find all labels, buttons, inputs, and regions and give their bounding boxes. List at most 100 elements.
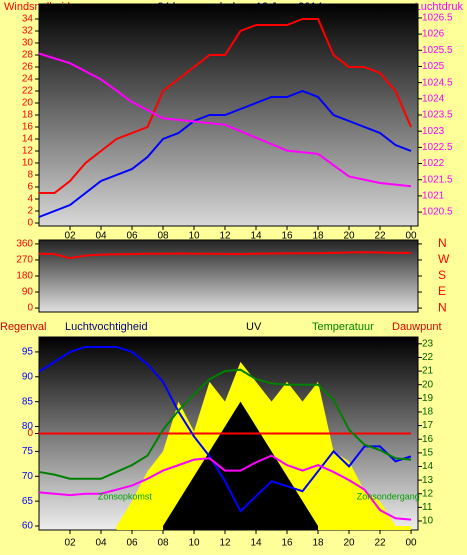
legend-label: Regenval — [0, 321, 46, 333]
y-tick-label: 75 — [22, 446, 34, 457]
y-tick-label: 10 — [22, 158, 34, 169]
x-tick-label: 00 — [405, 538, 417, 549]
y2-tick-label: 1021 — [422, 191, 445, 202]
y-tick-label: 14 — [22, 134, 34, 145]
x-tick-label: 14 — [250, 538, 262, 549]
x-tick-label: 12 — [219, 538, 231, 549]
y-tick-label: 20 — [22, 98, 34, 109]
y-tick-label: 85 — [22, 396, 34, 407]
annotation: Zonsondergang — [357, 491, 420, 501]
y-tick-label: 28 — [22, 50, 34, 61]
y2-tick-label: E — [438, 284, 446, 298]
y2-tick-label: 1024.5 — [422, 77, 453, 88]
line — [38, 52, 412, 188]
area — [163, 401, 319, 530]
x-tick-label: 04 — [95, 231, 107, 242]
plot-area — [38, 239, 419, 313]
x-tick-label: 10 — [188, 538, 200, 549]
y-tick-label: 95 — [22, 347, 34, 358]
line — [38, 251, 412, 260]
y2-tick-label: 1026 — [422, 29, 445, 40]
plot-area — [38, 3, 419, 227]
x-tick-label: 06 — [126, 231, 138, 242]
y2-tick-label: 1021.5 — [422, 174, 453, 185]
x-tick-label: 12 — [219, 231, 231, 242]
legend-label: UV — [246, 321, 262, 333]
y-tick-label: 26 — [22, 62, 34, 73]
y2-tick-label: 22 — [422, 352, 434, 363]
y-tick-label: 24 — [22, 74, 34, 85]
y-tick-label: 360 — [16, 239, 33, 250]
y-tick-label: 16 — [22, 122, 34, 133]
y-tick-label: 90 — [22, 287, 34, 298]
y2-tick-label: 14 — [422, 461, 434, 472]
legend-label: Luchtvochtigheid — [65, 321, 148, 333]
y2-tick-label: 1022.5 — [422, 142, 453, 153]
y-tick-label: 2 — [27, 206, 33, 217]
y-tick-label: 0 — [27, 428, 33, 439]
y-tick-label: 0 — [27, 303, 33, 314]
legend-label: Dauwpunt — [392, 321, 442, 333]
x-tick-label: 16 — [281, 538, 293, 549]
y2-tick-label: 1023 — [422, 126, 445, 137]
y-tick-label: 30 — [22, 38, 34, 49]
y-tick-label: 4 — [27, 194, 33, 205]
y2-tick-label: N — [438, 236, 447, 250]
x-tick-label: 10 — [188, 231, 200, 242]
line — [39, 18, 412, 194]
x-tick-label: 22 — [374, 538, 386, 549]
x-tick-label: 02 — [64, 231, 76, 242]
legend-label: Temperatuur — [312, 321, 374, 333]
x-tick-label: 04 — [95, 538, 107, 549]
y2-tick-label: 21 — [422, 366, 434, 377]
y-tick-label: 0 — [27, 218, 33, 229]
x-tick-label: 02 — [64, 538, 76, 549]
y2-tick-label: S — [438, 268, 446, 282]
y2-tick-label: 17 — [422, 420, 434, 431]
line — [38, 89, 412, 218]
y-tick-label: 22 — [22, 86, 34, 97]
x-tick-label: 08 — [157, 231, 169, 242]
x-tick-label: 08 — [157, 538, 169, 549]
y2-tick-label: 18 — [422, 407, 434, 418]
y-tick-label: 34 — [22, 14, 34, 25]
y2-tick-label: 16 — [422, 434, 434, 445]
x-tick-label: 00 — [405, 231, 417, 242]
y-tick-label: 6 — [27, 182, 33, 193]
y2-tick-label: N — [438, 300, 447, 314]
y-tick-label: 180 — [16, 271, 33, 282]
y-tick-label: 32 — [22, 26, 34, 37]
y-tick-label: 70 — [22, 471, 34, 482]
y2-tick-label: 1024 — [422, 93, 445, 104]
x-tick-label: 18 — [312, 538, 324, 549]
y2-label: Luchtdruk — [415, 1, 464, 13]
y-tick-label: 80 — [22, 421, 34, 432]
x-tick-label: 14 — [250, 231, 262, 242]
y2-tick-label: W — [438, 252, 450, 266]
line — [38, 345, 412, 513]
x-tick-label: 16 — [281, 231, 293, 242]
y-tick-label: 65 — [22, 496, 34, 507]
y2-tick-label: 1023.5 — [422, 110, 453, 121]
y2-tick-label: 23 — [422, 338, 434, 349]
y2-tick-label: 1022 — [422, 158, 445, 169]
line — [38, 454, 412, 521]
y-tick-label: 8 — [27, 170, 33, 181]
x-tick-label: 18 — [312, 231, 324, 242]
y2-tick-label: 20 — [422, 379, 434, 390]
annotation: Zonsopkomst — [98, 491, 153, 501]
y-tick-label: 60 — [22, 521, 34, 532]
y2-tick-label: 1025 — [422, 61, 445, 72]
y2-tick-label: 1025.5 — [422, 45, 453, 56]
y-tick-label: 12 — [22, 146, 34, 157]
y2-tick-label: 19 — [422, 393, 434, 404]
y2-tick-label: 1020.5 — [422, 207, 453, 218]
y2-tick-label: 13 — [422, 475, 434, 486]
y-tick-label: 18 — [22, 110, 34, 121]
y-tick-label: 270 — [16, 255, 33, 266]
x-tick-label: 20 — [343, 538, 355, 549]
y2-tick-label: 15 — [422, 447, 434, 458]
line — [38, 368, 412, 480]
y2-tick-label: 12 — [422, 488, 434, 499]
